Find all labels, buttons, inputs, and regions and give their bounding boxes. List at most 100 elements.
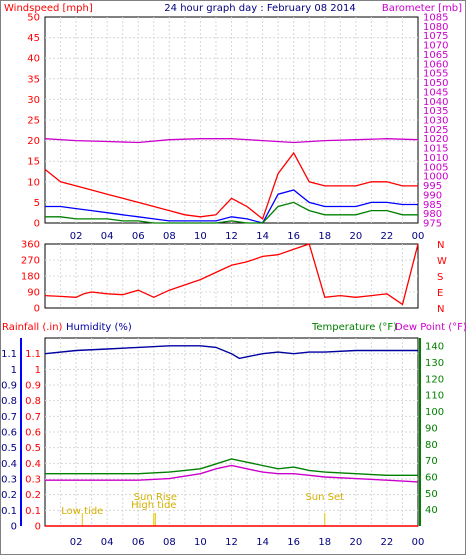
y2-tick-label: 1035 [423,106,448,117]
x-tick-label: 02 [70,231,83,242]
wind-panel: Windspeed [mph] 24 hour graph day : Febr… [4,3,462,242]
rain-tick-label: 1.1 [25,349,41,360]
right-tick-label: 90 [425,423,438,434]
left-tick-label: 0 [11,522,17,533]
rain-tick-label: 0.7 [25,412,41,423]
rain-tick-label: 0.8 [25,396,41,407]
left-tick-label: 0.3 [1,475,17,486]
x-tick-label: 02 [70,537,83,548]
annotation-label: Sun Rise [134,492,177,503]
rain-tick-label: 0.4 [25,459,41,470]
right-tick-label: 50 [425,489,438,500]
x-tick-label: 16 [287,231,300,242]
wind-y2label: Barometer [mb] [382,3,462,14]
direction-y-ticks: 0 90 180 270 360 [21,240,40,315]
y2-tick-label: 1060 [423,59,448,70]
x-tick-label: 22 [381,537,394,548]
x-tick-label: 00 [412,537,425,548]
left-tick-label: 0.2 [1,490,17,501]
wind-series-line-1 [45,189,418,224]
x-tick-label: 10 [194,537,207,548]
annotation-label: High tide [131,500,176,511]
direction-series-line-0 [44,243,419,306]
y2-tick-label: 1020 [423,134,448,145]
y2-tick-label: 1045 [423,87,448,98]
y-tick-label: 25 [27,116,40,127]
y2-tick-label: 995 [423,181,442,192]
x-tick-label: 22 [381,231,394,242]
wind-series [44,138,419,224]
y2-tick-label: 1070 [423,41,448,52]
x-tick-label: 04 [101,537,114,548]
y2-tick-label: 1055 [423,69,448,80]
x-tick-label: 08 [163,231,176,242]
y-tick-label: 35 [27,74,40,85]
x-tick-label: 08 [163,537,176,548]
right-tick-label: 80 [425,440,438,451]
temp-series-line-1 [45,458,418,476]
x-tick-label: 20 [349,231,362,242]
y-tick-label: 15 [27,157,40,168]
y-tick-label: 40 [27,54,40,65]
temp-series-line-0 [44,345,418,360]
rain-tick-label: 0.3 [25,475,41,486]
x-tick-label: 18 [318,537,331,548]
annotation-label: Low tide [61,506,103,517]
temp-series [44,345,419,527]
y-tick-label: 50 [27,13,40,24]
wind-x-ticks: 02 04 06 08 10 12 14 16 18 20 22 00 [70,231,425,242]
y2-tick-label: 990 [423,190,442,201]
x-tick-label: 18 [318,231,331,242]
right-tick-label: 40 [425,505,438,516]
rain-tick-label: 0.6 [25,428,41,439]
rain-tick-label: 0.5 [25,443,41,454]
y-tick-label: 5 [34,198,40,209]
y2-tick-label: 975 [423,219,442,230]
y-tick-label: 30 [27,95,40,106]
temp-right-ticks: 40 50 60 70 80 90 100 110 120 130 140 [425,342,444,516]
x-tick-label: 12 [225,537,238,548]
wind-series-line-2 [45,201,418,224]
y2-tick-label: 1030 [423,116,448,127]
direction-tick-label: 90 [27,288,40,299]
x-tick-label: 14 [256,537,269,548]
right-tick-label: 130 [425,358,444,369]
direction-grid [45,244,418,308]
right-tick-label: 120 [425,374,444,385]
y2-tick-label: 1025 [423,125,448,136]
y2-tick-label: 985 [423,200,442,211]
y2-tick-label: 1000 [423,172,448,183]
compass-label: N [437,304,444,315]
y-tick-label: 20 [27,136,40,147]
direction-tick-label: 180 [21,272,40,283]
temp-x-ticks: 02 04 06 08 10 12 14 16 18 20 22 00 [70,537,425,548]
temp-panel: Rainfall (.in) Humidity (%) Temperature … [1,322,466,548]
x-tick-label: 20 [349,537,362,548]
direction-tick-label: 0 [34,304,40,315]
y2-tick-label: 1075 [423,31,448,42]
compass-label: S [437,272,443,283]
direction-series [44,243,419,306]
temp-grid [45,338,418,526]
wind-title: 24 hour graph day : February 08 2014 [164,3,355,14]
x-tick-label: 00 [412,231,425,242]
y2-tick-label: 1015 [423,144,448,155]
y2-tick-label: 1010 [423,153,448,164]
temp-left-ticks: 0 0.1 0.2 0.3 0.4 0.5 0.6 0.7 0.8 0.9 1 1.1 0 0.1 0.2 0… [1,349,41,532]
left-tick-label: 0.9 [1,381,17,392]
left-tick-label: 1 [11,365,17,376]
y-tick-label: 0 [34,219,40,230]
wind-ylabel: Windspeed [mph] [4,3,93,14]
x-tick-label: 06 [132,537,145,548]
rainfall-label: Rainfall (.in) [2,322,63,333]
left-tick-label: 0.4 [1,459,17,470]
wind-series-line-3 [44,138,419,144]
x-tick-label: 04 [101,231,114,242]
compass-label: E [437,288,443,299]
y2-tick-label: 1005 [423,162,448,173]
left-tick-label: 0.5 [1,443,17,454]
